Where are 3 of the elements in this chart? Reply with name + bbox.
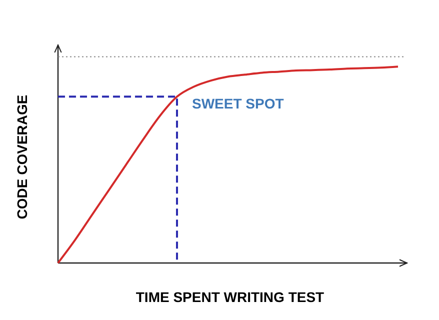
- x-axis-title: TIME SPENT WRITING TEST: [136, 289, 325, 305]
- y-axis-title: CODE COVERAGE: [14, 94, 30, 220]
- ref-line-label: SWEET SPOT: [192, 96, 284, 112]
